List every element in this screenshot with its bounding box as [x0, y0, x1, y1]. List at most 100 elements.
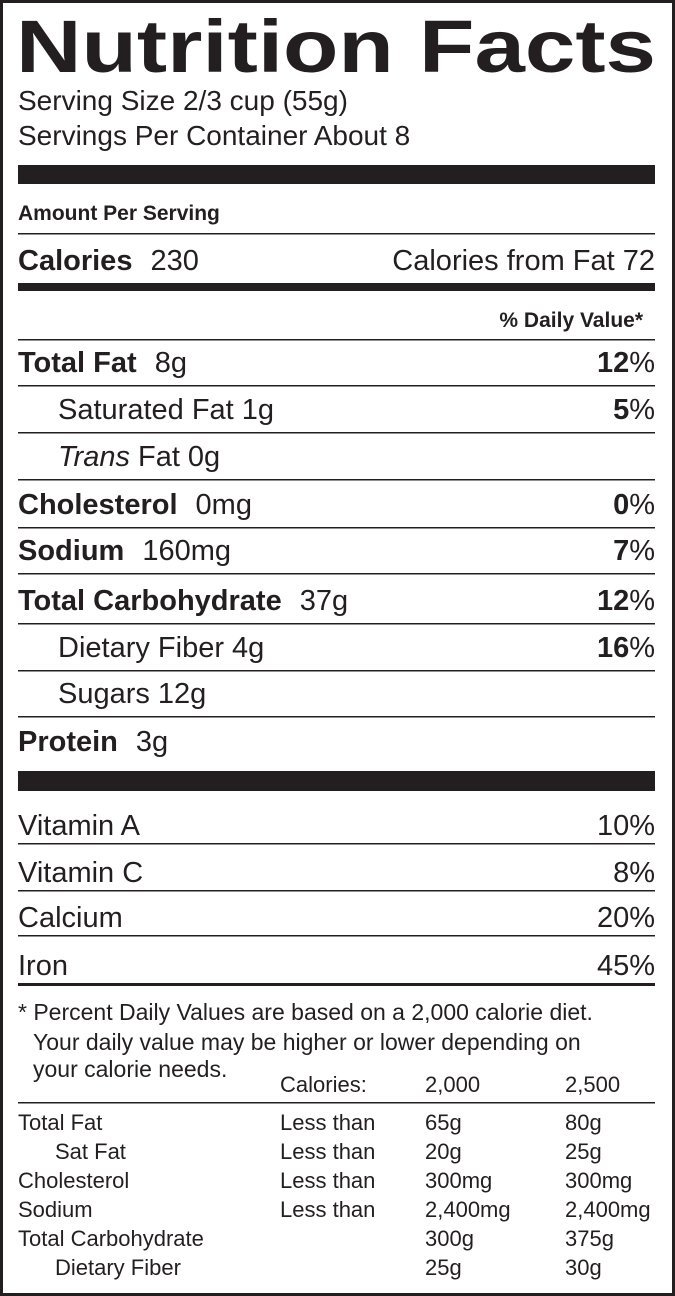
daily-value-number: 16	[597, 632, 629, 664]
daily-value: 7%	[613, 535, 655, 567]
nutrient-row: Sugars 12g	[58, 678, 206, 710]
reference-cell: 25g	[425, 1255, 462, 1280]
reference-cell: Dietary Fiber	[55, 1255, 181, 1280]
nutrient-row: Total Carbohydrate 37g	[18, 585, 348, 617]
nutrient-name: Fat	[138, 441, 180, 473]
vitamin-name: Vitamin A	[18, 810, 141, 842]
thin-rule	[18, 479, 655, 481]
servings-per-container: Servings Per Container About 8	[18, 120, 410, 151]
nutrient-name: Cholesterol	[18, 489, 178, 521]
calories-label: Calories	[18, 245, 132, 277]
nutrient-row: Trans Fat 0g	[58, 441, 220, 473]
reference-header: Calories:	[280, 1072, 367, 1097]
nutrient-name: Sodium	[18, 535, 124, 567]
reference-header: 2,000	[425, 1072, 480, 1097]
thick-rule	[18, 165, 655, 184]
reference-header: 2,500	[565, 1072, 620, 1097]
reference-cell: 2,400mg	[565, 1197, 651, 1222]
thin-rule	[18, 716, 655, 718]
reference-cell: 2,400mg	[425, 1197, 511, 1222]
reference-cell: 80g	[565, 1110, 602, 1135]
reference-cell: Sodium	[18, 1197, 93, 1222]
nutrient-amount: 4g	[232, 632, 264, 664]
nutrient-name: Dietary Fiber	[58, 632, 224, 664]
thin-rule	[18, 233, 655, 235]
vitamin-daily-value: 20%	[597, 902, 655, 934]
nutrient-row: Saturated Fat 1g	[58, 394, 274, 426]
nutrient-name: Total Carbohydrate	[18, 585, 282, 617]
nutrient-name: Saturated Fat	[58, 394, 234, 426]
reference-cell: 20g	[425, 1139, 462, 1164]
nutrient-row: Dietary Fiber 4g	[58, 632, 264, 664]
thin-rule	[18, 670, 655, 672]
reference-cell: Less than	[280, 1110, 375, 1135]
daily-value: 12%	[597, 347, 655, 379]
reference-cell: 30g	[565, 1255, 602, 1280]
reference-cell: 65g	[425, 1110, 462, 1135]
daily-value-sign: %	[629, 632, 655, 664]
thin-rule	[18, 843, 655, 845]
footnote-line: Your daily value may be higher or lower …	[33, 1029, 581, 1055]
nutrient-amount: 0mg	[196, 489, 252, 521]
nutrient-row: Sodium 160mg	[18, 535, 231, 567]
footnote-line: * Percent Daily Values are based on a 2,…	[18, 999, 593, 1025]
nutrient-row: Protein 3g	[18, 726, 168, 758]
reference-cell: 300mg	[565, 1168, 632, 1193]
medium-rule	[18, 283, 655, 291]
amount-per-serving: Amount Per Serving	[18, 202, 220, 225]
daily-value: 16%	[597, 632, 655, 664]
thick-rule	[18, 771, 655, 791]
reference-cell: Less than	[280, 1168, 375, 1193]
daily-value: 12%	[597, 585, 655, 617]
vitamin-daily-value: 8%	[613, 857, 655, 889]
medium-rule	[18, 983, 655, 986]
thin-rule	[18, 385, 655, 387]
reference-cell: Sat Fat	[55, 1139, 126, 1164]
daily-value-number: 0	[613, 489, 629, 521]
nutrient-amount: 37g	[300, 585, 348, 617]
reference-cell: Total Fat	[18, 1110, 102, 1135]
reference-cell: 375g	[565, 1226, 614, 1251]
daily-value-header: % Daily Value*	[499, 309, 643, 332]
calories-row: Calories 230	[18, 245, 199, 277]
daily-value-sign: %	[629, 585, 655, 617]
serving-size: Serving Size 2/3 cup (55g)	[18, 85, 348, 116]
nutrient-row: Total Fat 8g	[18, 347, 187, 379]
daily-value-number: 12	[597, 585, 629, 617]
nutrient-amount: 3g	[136, 726, 168, 758]
thin-rule	[18, 1102, 655, 1104]
reference-cell: 300g	[425, 1226, 474, 1251]
reference-cell: Less than	[280, 1197, 375, 1222]
calories-value: 230	[150, 245, 198, 277]
vitamin-name: Iron	[18, 950, 68, 982]
daily-value-sign: %	[629, 489, 655, 521]
nutrient-name: Total Fat	[18, 347, 137, 379]
nutrient-amount: 160mg	[142, 535, 231, 567]
reference-cell: 25g	[565, 1139, 602, 1164]
daily-value-sign: %	[629, 394, 655, 426]
thin-rule	[18, 339, 655, 341]
vitamin-daily-value: 10%	[597, 810, 655, 842]
nutrient-amount: 1g	[242, 394, 274, 426]
nutrient-amount: 0g	[188, 441, 220, 473]
nutrient-name: Sugars	[58, 678, 150, 710]
daily-value-sign: %	[629, 347, 655, 379]
title: Nutrition Facts	[16, 5, 656, 88]
nutrient-name: Protein	[18, 726, 118, 758]
daily-value-number: 7	[613, 535, 629, 567]
reference-cell: Total Carbohydrate	[18, 1226, 204, 1251]
nutrient-amount: 8g	[155, 347, 187, 379]
calories-from-fat: Calories from Fat 72	[392, 245, 655, 277]
reference-cell: Less than	[280, 1139, 375, 1164]
nutrient-row: Cholesterol 0mg	[18, 489, 252, 521]
thin-rule	[18, 527, 655, 529]
thin-rule	[18, 935, 655, 937]
footnote-line: your calorie needs.	[33, 1056, 227, 1082]
reference-cell: 300mg	[425, 1168, 492, 1193]
nutrient-name-italic: Trans	[58, 441, 130, 473]
daily-value-number: 5	[613, 394, 629, 426]
thin-rule	[18, 890, 655, 892]
vitamin-daily-value: 45%	[597, 950, 655, 982]
